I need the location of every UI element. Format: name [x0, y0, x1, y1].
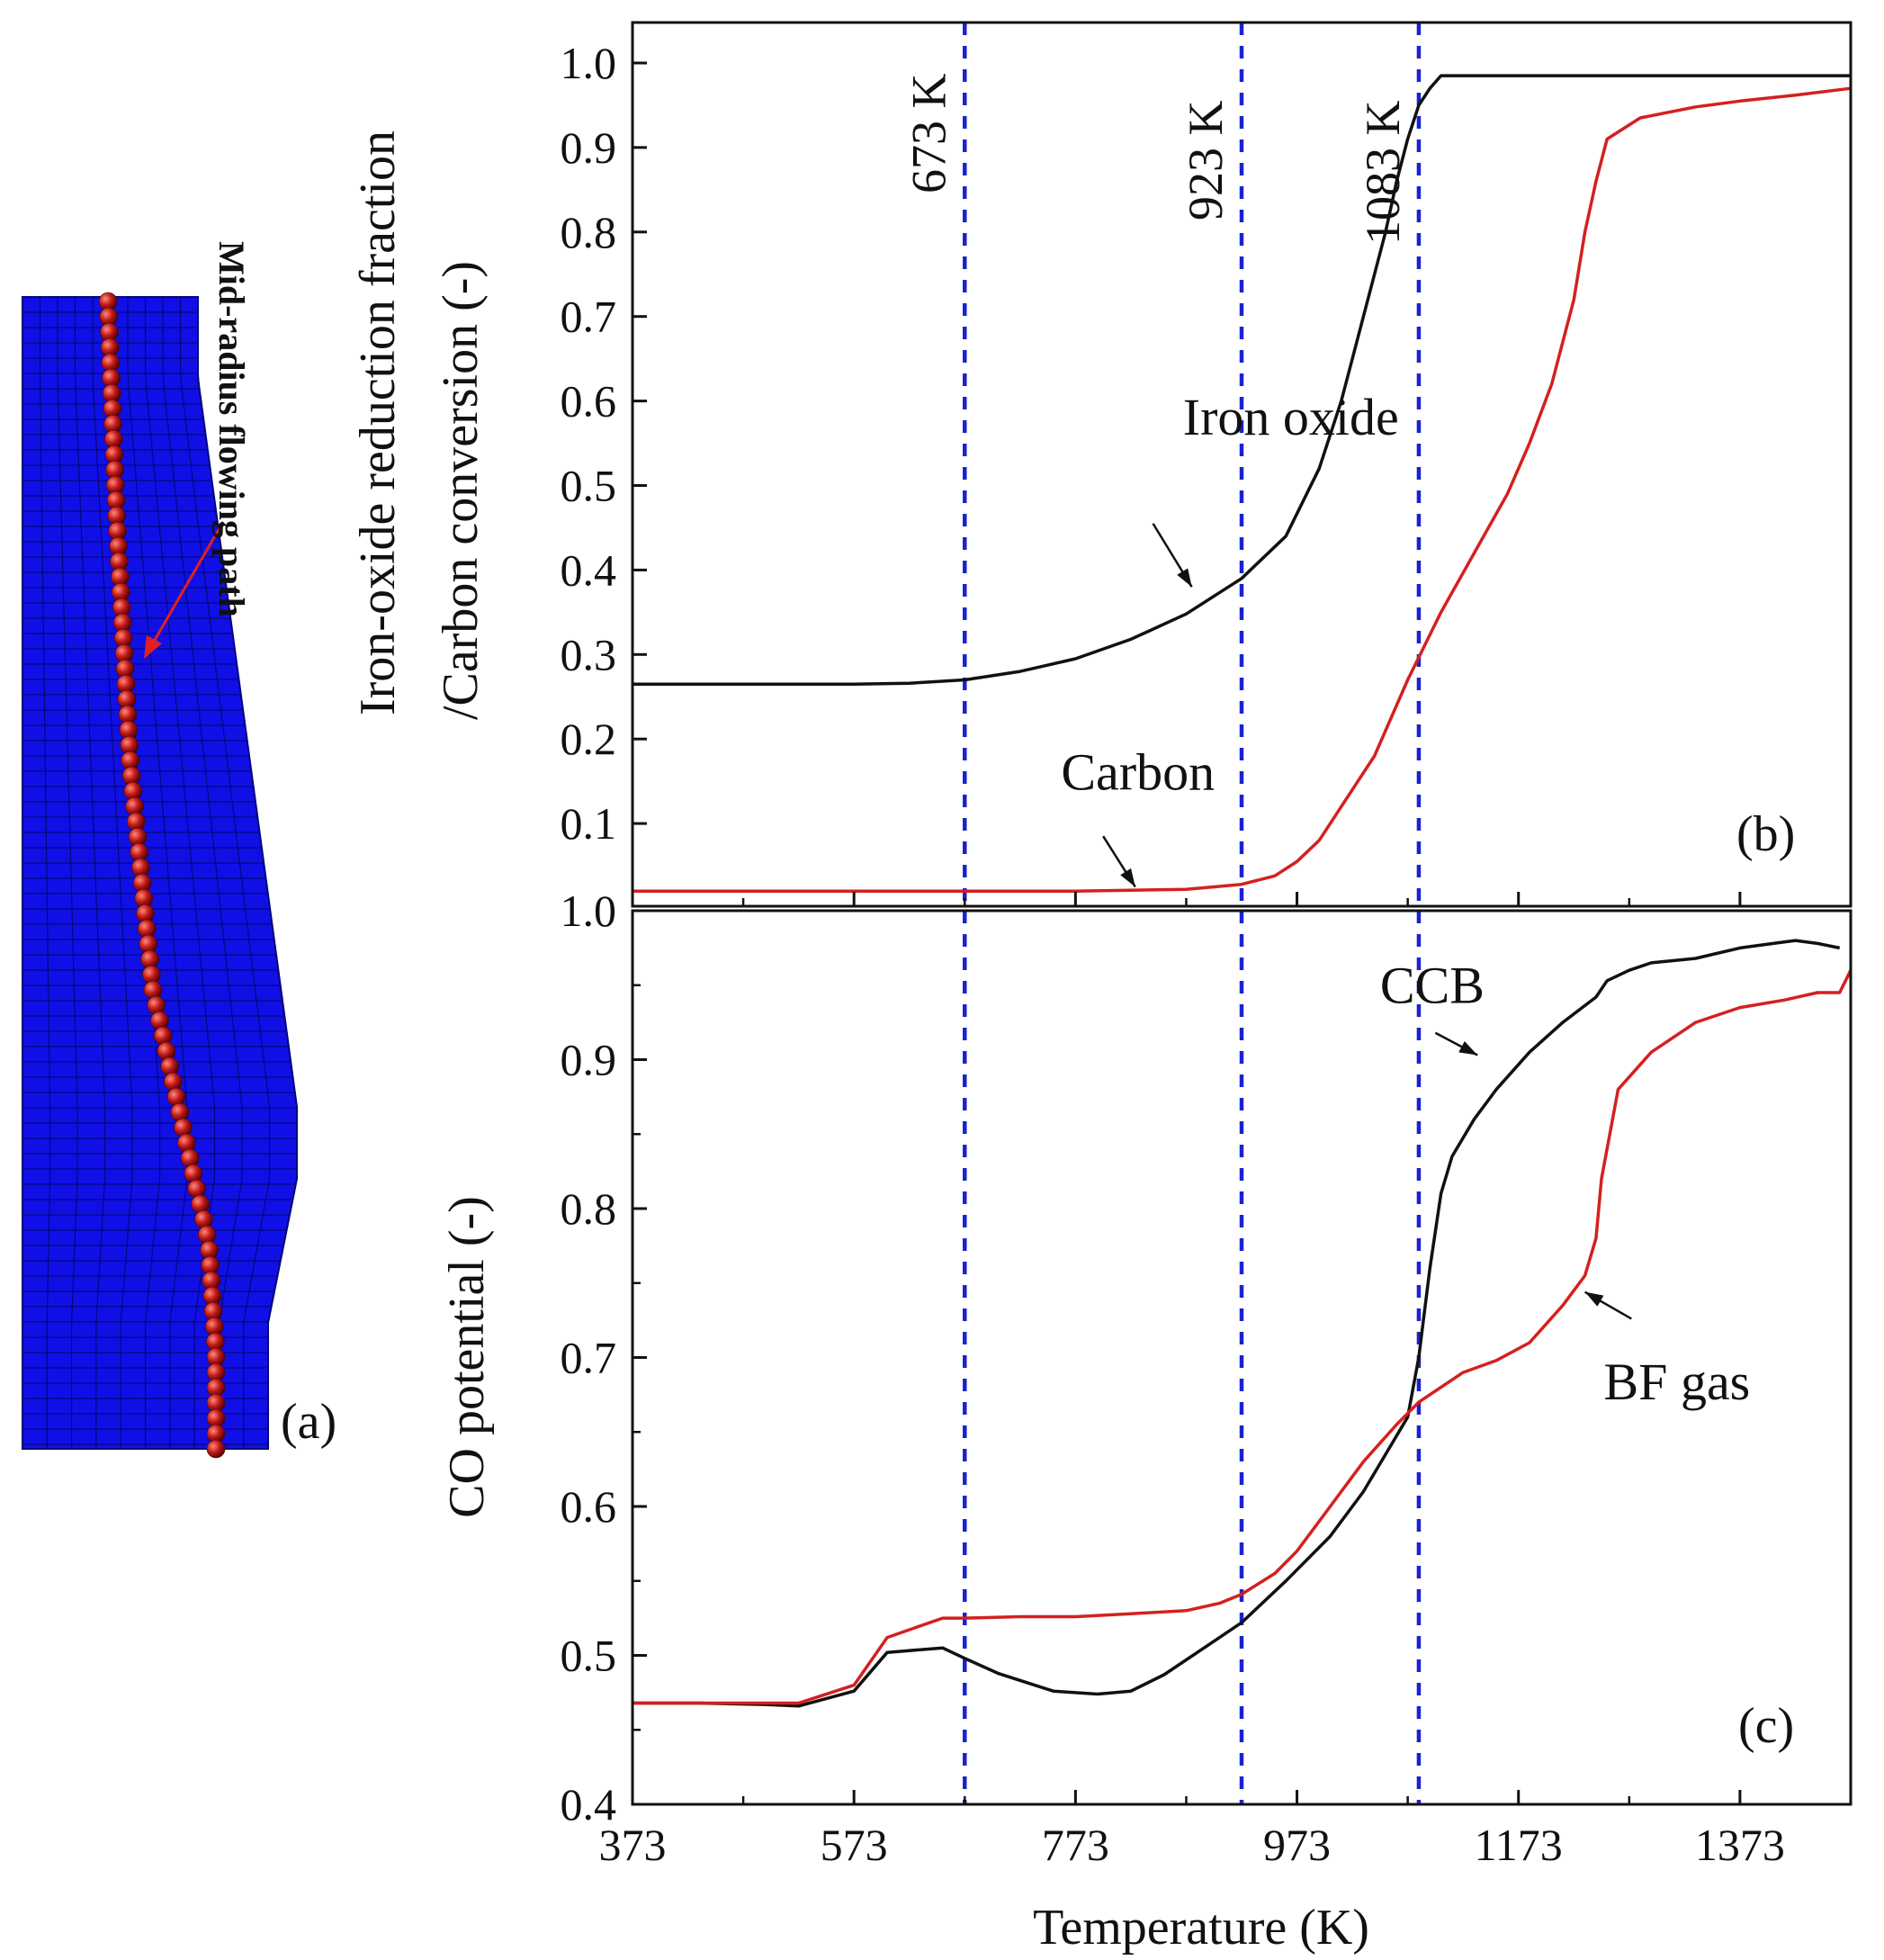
c-y-tick-label: 0.8	[561, 1183, 617, 1234]
b-y-tick-label: 0.7	[561, 292, 617, 342]
particle	[187, 1179, 206, 1199]
mesh-column-line	[127, 297, 188, 1449]
particle	[191, 1194, 210, 1214]
guide-label: 673 K	[902, 74, 955, 194]
particle	[153, 1026, 173, 1046]
particle	[174, 1118, 193, 1137]
c-annotation-label: CCB	[1380, 957, 1485, 1015]
b-ylabel-line2: /Carbon conversion (-)	[433, 261, 489, 720]
panel-b: 0.1 0.2 0.3 0.4 0.5 0.6 0.7 0.8 0.9 1.0 673 K 923 …	[350, 21, 1853, 908]
arrow-head-icon	[1177, 568, 1192, 588]
arrow-head-icon	[1584, 1291, 1604, 1307]
c-y-tick-label: 0.9	[561, 1035, 617, 1085]
c-series	[632, 939, 1853, 1708]
b-y-tick-label: 0.5	[561, 461, 617, 511]
c-panel-label: (c)	[1738, 1698, 1794, 1754]
arrow-head-icon	[1120, 868, 1135, 887]
particle	[170, 1102, 190, 1122]
c-y-tick-label: 1.0	[561, 886, 617, 936]
c-y-axis: 0.4 0.5 0.6 0.7 0.8 0.9 1.0	[561, 886, 647, 1830]
b-series-carbon	[632, 86, 1852, 893]
particle	[194, 1209, 213, 1229]
panel-a-label: (a)	[281, 1394, 336, 1450]
mesh-column-line	[74, 297, 106, 1449]
particle	[150, 1011, 169, 1030]
b-y-tick-label: 0.3	[561, 629, 617, 679]
b-y-tick-label: 0.1	[561, 798, 617, 849]
b-series-iron-oxide	[632, 74, 1851, 686]
guide-label: 923 K	[1179, 101, 1233, 221]
b-y-axis: 0.1 0.2 0.3 0.4 0.5 0.6 0.7 0.8 0.9 1.0	[561, 38, 647, 849]
b-y-tick-label: 0.4	[561, 544, 617, 595]
particle	[143, 980, 163, 1000]
b-ylabel-line1: Iron-oxide reduction fraction	[350, 130, 406, 715]
b-y-tick-label: 0.9	[561, 122, 617, 173]
b-x-ticks	[631, 892, 1742, 906]
b-y-tick-label: 0.8	[561, 207, 617, 257]
b-annotation-label: Carbon	[1061, 743, 1215, 802]
c-x-tick-label: 1373	[1695, 1820, 1785, 1870]
c-x-tick-label: 573	[821, 1820, 888, 1870]
c-y-tick-label: 0.6	[561, 1481, 617, 1532]
panel-c: 0.4 0.5 0.6 0.7 0.8 0.9 1.0 373 573 773 973 1173 13…	[439, 886, 1853, 1956]
b-plot-frame	[631, 21, 1853, 908]
guide-label: 1083 K	[1356, 101, 1410, 246]
mesh-column-line	[92, 297, 133, 1449]
c-ylabel: CO potential (-)	[439, 1196, 495, 1518]
b-y-tick-label: 0.2	[561, 714, 617, 764]
c-x-tick-label: 973	[1263, 1820, 1331, 1870]
particle	[206, 1439, 226, 1459]
particle	[177, 1133, 196, 1153]
c-annotations: CCB BF gas	[1380, 957, 1750, 1411]
mesh-column-line	[197, 297, 298, 1449]
c-series-ccb	[632, 939, 1841, 1708]
b-panel-label: (b)	[1736, 806, 1795, 862]
mesh-column-line	[57, 297, 78, 1449]
b-y-tick-label: 0.6	[561, 376, 617, 427]
particle	[157, 1041, 176, 1061]
b-series	[632, 74, 1852, 893]
mesh-column-line	[39, 297, 51, 1449]
b-y-tick-label: 1.0	[561, 38, 617, 88]
c-plot-frame	[631, 909, 1853, 1806]
mesh-column-line	[162, 297, 243, 1449]
particle-path	[98, 292, 226, 1459]
path-arrow	[149, 521, 225, 647]
c-x-tick-label: 373	[599, 1820, 667, 1870]
particle	[184, 1164, 203, 1183]
c-y-tick-label: 0.5	[561, 1631, 617, 1681]
b-guide-lines	[963, 22, 1422, 906]
c-x-axis: 373 573 773 973 1173 1373	[599, 1790, 1785, 1870]
panel-a: Mid-radius flowing path (a)	[22, 241, 336, 1459]
particle	[166, 1087, 186, 1107]
particle	[160, 1056, 179, 1076]
path-arrow-head-icon	[144, 635, 162, 659]
c-x-tick-label: 773	[1042, 1820, 1109, 1870]
c-series-bf-gas	[632, 969, 1853, 1705]
b-guide-labels: 673 K 923 K 1083 K	[902, 74, 1410, 246]
particle	[164, 1072, 183, 1092]
particle	[180, 1148, 200, 1168]
c-guide-lines	[963, 911, 1422, 1804]
c-x-tick-label: 1173	[1475, 1820, 1563, 1870]
particle	[147, 995, 166, 1015]
c-annotation-label: BF gas	[1604, 1353, 1751, 1411]
c-xlabel: Temperature (K)	[1033, 1900, 1369, 1956]
b-annotations: Iron oxide Carbon	[1061, 388, 1399, 888]
b-annotation-label: Iron oxide	[1183, 388, 1399, 446]
c-y-tick-label: 0.4	[561, 1779, 617, 1830]
c-y-tick-label: 0.7	[561, 1333, 617, 1383]
path-label: Mid-radius flowing path	[211, 241, 252, 617]
mesh-column-line	[179, 297, 271, 1449]
arrow-head-icon	[1458, 1040, 1478, 1056]
